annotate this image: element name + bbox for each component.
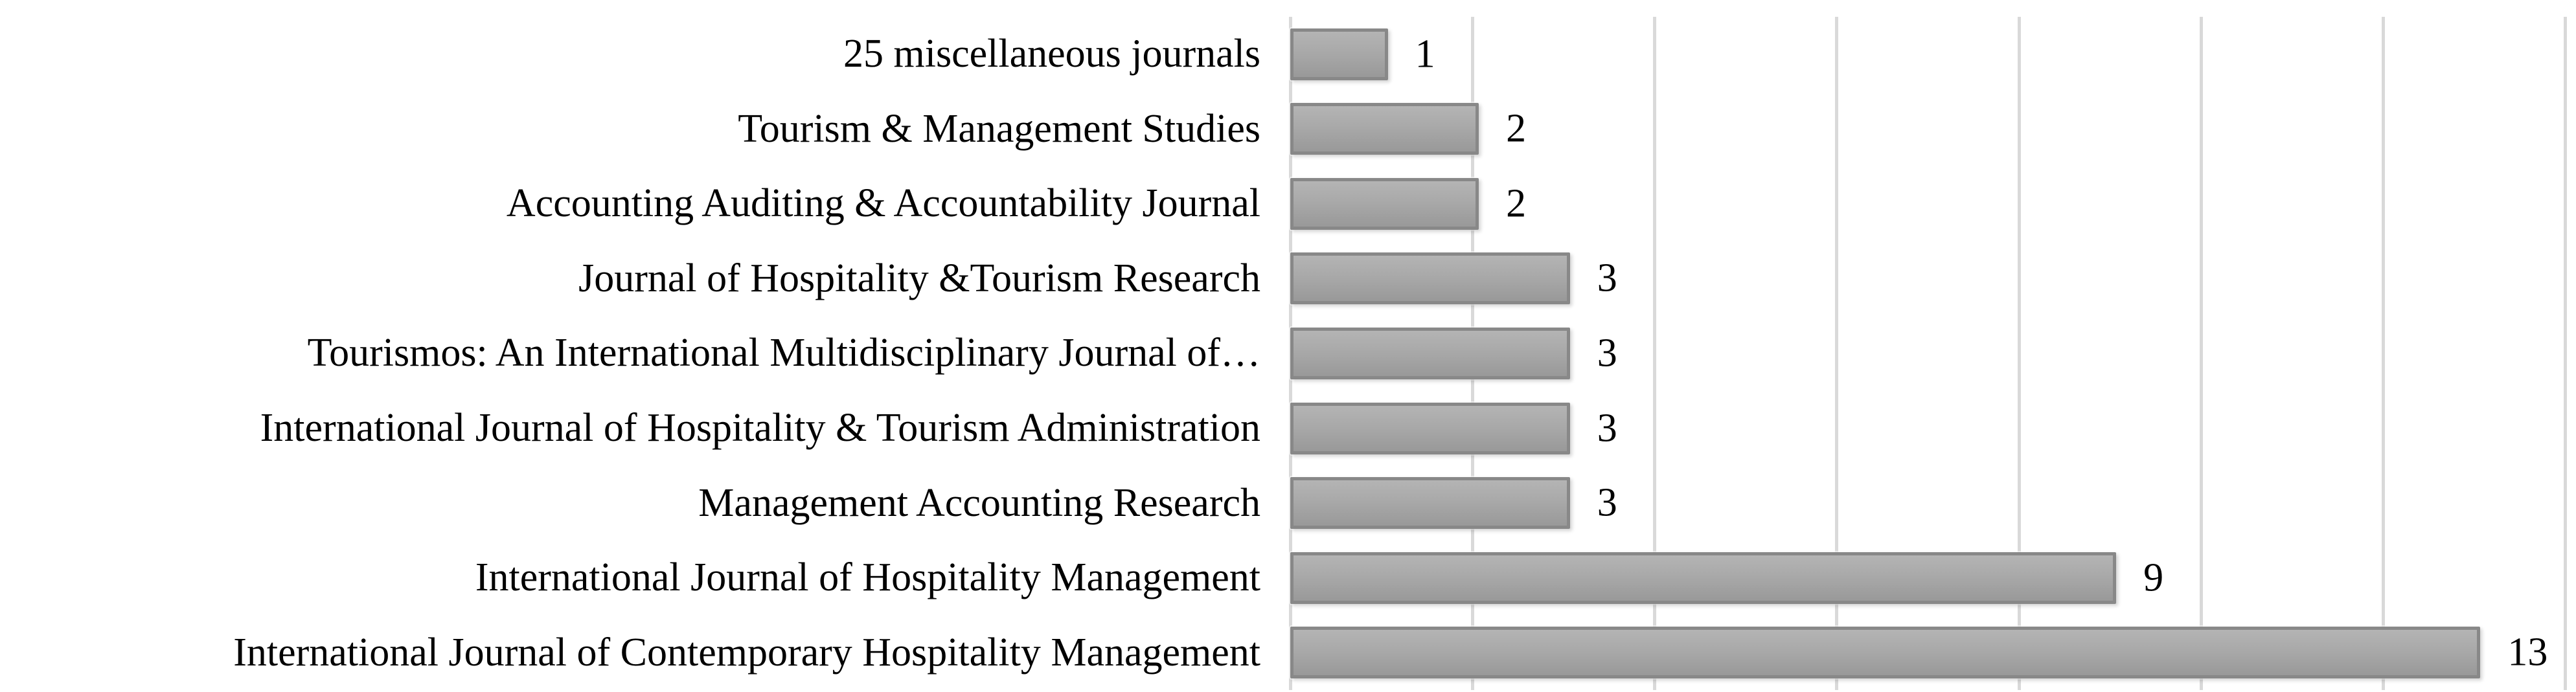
value-label: 1 — [1415, 32, 1435, 76]
chart-rows: 25 miscellaneous journals 1 Tourism & Ma… — [0, 17, 2576, 690]
category-label: Tourismos: An International Multidiscipl… — [307, 331, 1260, 375]
bar-track: 2 — [1290, 92, 2576, 167]
chart-row: Tourismos: An International Multidiscipl… — [0, 316, 2576, 391]
gridline — [2199, 17, 2203, 690]
bar — [1290, 477, 1570, 530]
chart-row: Management Accounting Research 3 — [0, 465, 2576, 541]
bar-track: 3 — [1290, 316, 2576, 391]
bar — [1290, 252, 1570, 305]
bar — [1290, 103, 1479, 155]
chart-row: International Journal of Hospitality & T… — [0, 391, 2576, 466]
chart-row: International Journal of Contemporary Ho… — [0, 615, 2576, 690]
bar — [1290, 327, 1570, 379]
bar — [1290, 28, 1388, 80]
bar-track: 3 — [1290, 391, 2576, 466]
bar-track: 9 — [1290, 541, 2576, 616]
chart-row: Tourism & Management Studies 2 — [0, 92, 2576, 167]
chart-row: 25 miscellaneous journals 1 — [0, 17, 2576, 92]
category-label: Accounting Auditing & Accountability Jou… — [506, 181, 1260, 226]
category-label: 25 miscellaneous journals — [843, 32, 1260, 76]
chart-row: International Journal of Hospitality Man… — [0, 541, 2576, 616]
category-label: Management Accounting Research — [698, 480, 1260, 525]
bar-track: 3 — [1290, 465, 2576, 541]
value-label: 3 — [1597, 480, 1617, 525]
bar-track: 2 — [1290, 166, 2576, 241]
value-label: 13 — [2507, 630, 2548, 675]
value-label: 3 — [1597, 406, 1617, 451]
value-label: 3 — [1597, 256, 1617, 300]
category-label: International Journal of Hospitality & T… — [260, 406, 1260, 450]
chart-row: Accounting Auditing & Accountability Jou… — [0, 166, 2576, 241]
gridline — [1835, 17, 1839, 690]
category-label: International Journal of Hospitality Man… — [475, 555, 1260, 600]
value-label: 3 — [1597, 331, 1617, 375]
category-label: Tourism & Management Studies — [738, 106, 1260, 151]
value-label: 9 — [2143, 555, 2164, 600]
bar-track: 13 — [1290, 615, 2576, 690]
bar — [1290, 552, 2117, 604]
chart-row: Journal of Hospitality &Tourism Research… — [0, 241, 2576, 317]
value-label: 2 — [1506, 106, 1527, 151]
gridline — [1653, 17, 1657, 690]
value-label: 2 — [1506, 181, 1527, 226]
category-label: International Journal of Contemporary Ho… — [233, 630, 1260, 675]
bar — [1290, 177, 1479, 230]
gridline — [2017, 17, 2021, 690]
bar — [1290, 402, 1570, 454]
gridline — [2564, 17, 2567, 690]
bar-track: 3 — [1290, 241, 2576, 317]
category-label: Journal of Hospitality &Tourism Research — [578, 256, 1260, 300]
gridline — [2381, 17, 2385, 690]
bar-track: 1 — [1290, 17, 2576, 92]
bar — [1290, 627, 2481, 679]
